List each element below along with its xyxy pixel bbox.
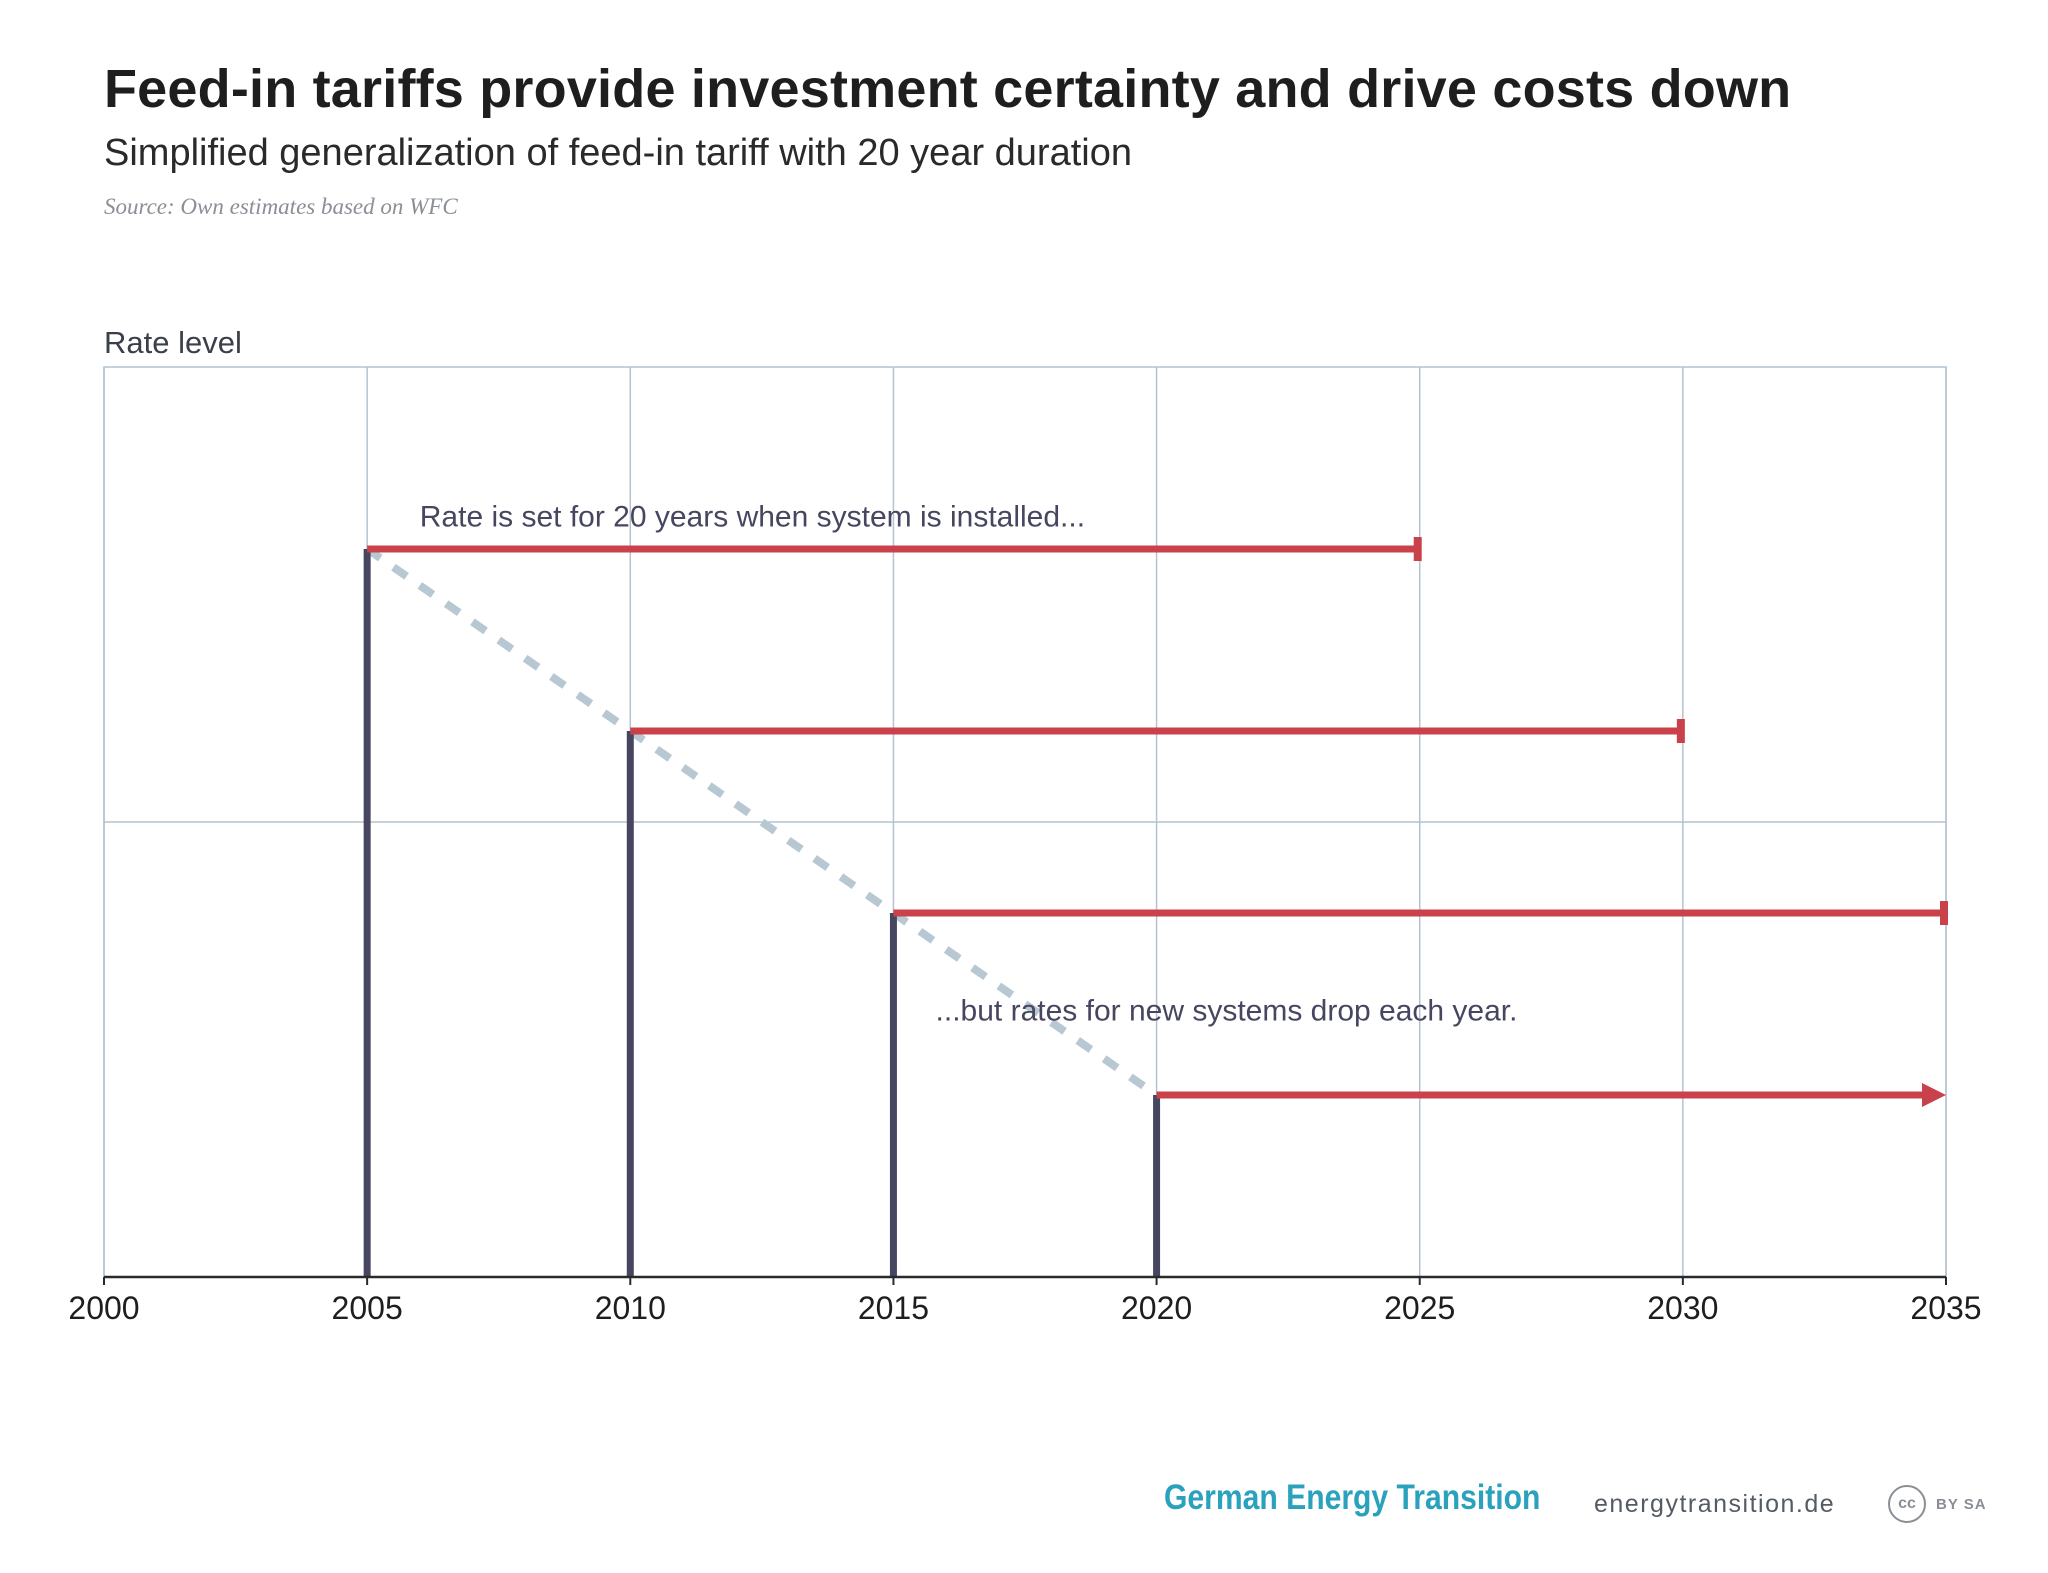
x-tick-label: 2015 xyxy=(858,1290,929,1326)
x-tick-label: 2000 xyxy=(68,1290,139,1326)
x-tick-label: 2020 xyxy=(1121,1290,1192,1326)
y-axis-label: Rate level xyxy=(104,325,242,360)
license-text: BY SA xyxy=(1936,1495,1987,1513)
chart-annotation: Rate is set for 20 years when system is … xyxy=(420,500,1085,533)
chart-annotation: ...but rates for new systems drop each y… xyxy=(936,994,1518,1027)
x-tick-label: 2035 xyxy=(1910,1290,1981,1326)
x-tick-label: 2030 xyxy=(1647,1290,1718,1326)
footer-brand: German Energy Transition xyxy=(1164,1478,1541,1517)
chart-subtitle: Simplified generalization of feed-in tar… xyxy=(104,132,1132,174)
tariff-arrowhead xyxy=(1922,1083,1946,1107)
feed-in-tariff-chart: Rate level Rate is set for 20 years when … xyxy=(68,325,1981,1326)
tariff-end-cap xyxy=(1413,537,1422,561)
x-tick-label: 2025 xyxy=(1384,1290,1455,1326)
license-badge: cc BY SA xyxy=(1888,1485,1987,1523)
cc-icon: cc xyxy=(1888,1485,1926,1523)
footer-url[interactable]: energytransition.de xyxy=(1594,1490,1836,1518)
chart-source: Source: Own estimates based on WFC xyxy=(104,194,458,219)
x-tick-label: 2005 xyxy=(332,1290,403,1326)
chart-title: Feed-in tariffs provide investment certa… xyxy=(104,59,1792,119)
tariff-end-cap xyxy=(1676,719,1685,743)
x-tick-label: 2010 xyxy=(595,1290,666,1326)
tariff-end-cap xyxy=(1940,901,1948,925)
